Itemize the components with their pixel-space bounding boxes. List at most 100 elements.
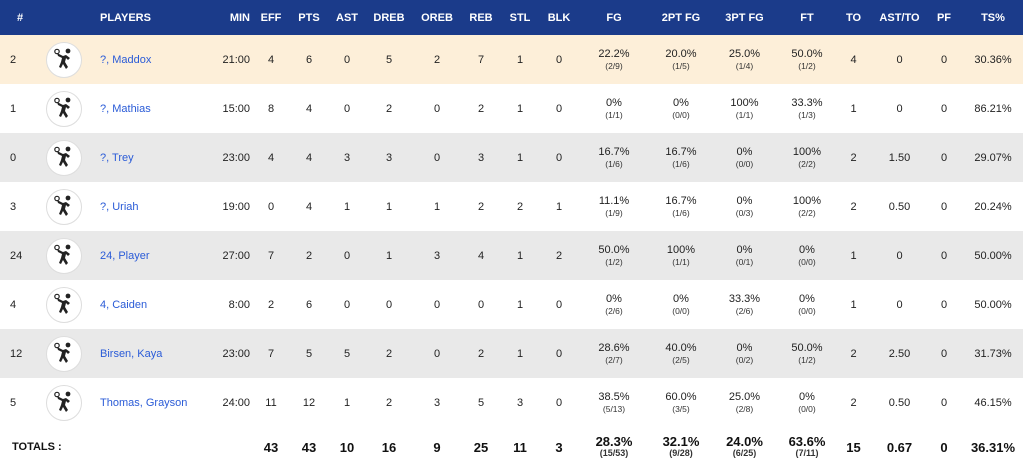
player-fg2-pct: 16.7% <box>665 194 697 207</box>
totals-fg-pct: 28.3% <box>595 434 633 449</box>
player-reb: 2 <box>477 200 485 213</box>
col-stl[interactable]: STL <box>509 11 531 24</box>
player-pts: 6 <box>305 298 313 311</box>
player-fg2: 40.0% (2/5) <box>650 329 712 378</box>
player-stl: 1 <box>516 298 524 311</box>
player-pf: 0 <box>940 396 948 409</box>
player-fg3-frac: (0/2) <box>735 354 754 365</box>
table-row[interactable]: 1?, Mathias 15:00 8 4 0 2 0 2 1 0 0% (1/1) 0% (0/0) 10… <box>0 84 1023 133</box>
col-3pt-fg[interactable]: 3PT FG <box>725 11 764 24</box>
player-fg-pct: 50.0% <box>598 243 630 256</box>
player-oreb: 0 <box>433 298 441 311</box>
table-row[interactable]: 2?, Maddox 21:00 4 6 0 5 2 7 1 0 22.2% (2/9) 20.0% (1… <box>0 35 1023 84</box>
player-dreb: 2 <box>385 396 393 409</box>
player-name-cell: Birsen, Kaya <box>88 329 188 378</box>
player-pf: 0 <box>940 298 948 311</box>
player-pts: 4 <box>305 102 313 115</box>
player-pf: 0 <box>940 200 948 213</box>
player-avatar-cell <box>40 84 88 133</box>
player-fg-pct: 16.7% <box>598 145 630 158</box>
player-ts: 50.00% <box>974 298 1012 311</box>
col-ast-to[interactable]: AST/TO <box>879 11 920 24</box>
table-row[interactable]: 24 24, Player 27:00 7 2 0 1 3 4 1 2 50.0% (1/2) 100%(… <box>0 231 1023 280</box>
player-fg: 28.6% (2/7) <box>578 329 650 378</box>
col-players[interactable]: PLAYERS <box>100 11 151 24</box>
player-pts: 6 <box>305 53 313 66</box>
player-ft-pct: 0% <box>799 292 815 305</box>
col-reb[interactable]: REB <box>469 11 493 24</box>
player-ft-pct: 0% <box>799 243 815 256</box>
player-blk: 0 <box>555 53 563 66</box>
player-name-link[interactable]: Birsen, Kaya <box>100 347 163 360</box>
player-ft-frac: (0/0) <box>798 403 816 414</box>
player-fg-pct: 28.6% <box>598 341 630 354</box>
table-row[interactable]: 3?, Uriah 19:00 0 4 1 1 1 2 2 1 11.1% (1/9) 16.7% (1/… <box>0 182 1023 231</box>
player-ts: 29.07% <box>974 151 1012 164</box>
player-name-cell: 4, Caiden <box>88 280 188 329</box>
player-name-link[interactable]: ?, Maddox <box>100 53 152 66</box>
player-pf: 0 <box>940 53 948 66</box>
player-name-link[interactable]: ?, Mathias <box>100 102 151 115</box>
col-ft[interactable]: FT <box>800 11 814 24</box>
table-row[interactable]: 0?, Trey 23:00 4 4 3 3 0 3 1 0 16.7% (1/6) 16.7% (1/6… <box>0 133 1023 182</box>
player-to: 2 <box>850 151 857 164</box>
player-oreb: 0 <box>433 102 441 115</box>
col-dreb[interactable]: DREB <box>373 11 405 24</box>
table-row[interactable]: 12 Birsen, Kaya 23:00 7 5 5 2 0 2 1 0 28.6% (2/7) 40.… <box>0 329 1023 378</box>
player-eff: 2 <box>267 298 275 311</box>
totals-label: TOTALS : <box>12 441 62 453</box>
totals-pts: 43 <box>301 439 317 455</box>
player-avatar-icon <box>46 90 82 127</box>
player-name-cell: ?, Uriah <box>88 182 188 231</box>
player-fg3-frac: (2/8) <box>735 403 754 414</box>
player-fg: 16.7% (1/6) <box>578 133 650 182</box>
player-name-link[interactable]: 4, Caiden <box>100 298 148 311</box>
player-pts: 4 <box>305 151 313 164</box>
player-oreb: 0 <box>433 151 441 164</box>
player-fg3-frac: (2/6) <box>735 305 754 316</box>
player-pf: 0 <box>940 151 948 164</box>
col-blk[interactable]: BLK <box>547 11 571 24</box>
player-ast: 3 <box>343 151 351 164</box>
col-fg[interactable]: FG <box>606 11 622 24</box>
player-fg2-frac: (1/6) <box>672 158 690 169</box>
totals-dreb: 16 <box>381 439 397 455</box>
player-ast: 0 <box>343 298 351 311</box>
col-ts[interactable]: TS% <box>981 11 1005 24</box>
table-row[interactable]: 5 Thomas, Grayson 24:00 11 12 1 2 3 5 3 0 38.5% (5/1… <box>0 378 1023 427</box>
player-pf: 0 <box>940 249 948 262</box>
col-pts[interactable]: PTS <box>298 11 320 24</box>
totals-fg3-pct: 24.0% <box>726 434 763 449</box>
player-name-cell: ?, Mathias <box>88 84 188 133</box>
player-name-link[interactable]: ?, Uriah <box>100 200 139 213</box>
player-fg-frac: (2/6) <box>605 305 623 316</box>
col-eff[interactable]: EFF <box>260 11 282 24</box>
player-name-link[interactable]: ?, Trey <box>100 151 134 164</box>
totals-fg2-frac: (9/28) <box>669 448 693 458</box>
player-fg2-frac: (0/0) <box>672 109 690 120</box>
player-fg2-frac: (3/5) <box>672 403 690 414</box>
table-row[interactable]: 4 4, Caiden 8:00 2 6 0 0 0 0 1 0 0% (2/6) 0% (0/0) 33.3… <box>0 280 1023 329</box>
player-to: 2 <box>850 200 857 213</box>
col-num[interactable]: # <box>16 11 24 24</box>
col-to[interactable]: TO <box>845 11 862 24</box>
player-oreb: 2 <box>433 53 441 66</box>
player-name-link[interactable]: 24, Player <box>100 249 150 262</box>
player-oreb: 3 <box>433 249 441 262</box>
player-avatar-icon <box>46 188 82 225</box>
totals-blk: 3 <box>555 439 563 455</box>
col-ast[interactable]: AST <box>336 11 358 24</box>
player-fg-frac: (2/7) <box>605 354 623 365</box>
col-2pt-fg[interactable]: 2PT FG <box>661 11 701 24</box>
player-fg: 50.0% (1/2) <box>578 231 650 280</box>
player-fg: 0% (1/1) <box>578 84 650 133</box>
col-oreb[interactable]: OREB <box>421 11 453 24</box>
player-fg3: 25.0% (1/4) <box>712 35 777 84</box>
totals-ft-pct: 63.6% <box>788 434 826 449</box>
col-min[interactable]: MIN <box>229 11 250 24</box>
player-name-link[interactable]: Thomas, Grayson <box>100 396 188 409</box>
col-pf[interactable]: PF <box>936 11 952 24</box>
player-pts: 4 <box>305 200 313 213</box>
player-fg3: 25.0% (2/8) <box>712 378 777 427</box>
player-ft-pct: 100% <box>792 145 822 158</box>
